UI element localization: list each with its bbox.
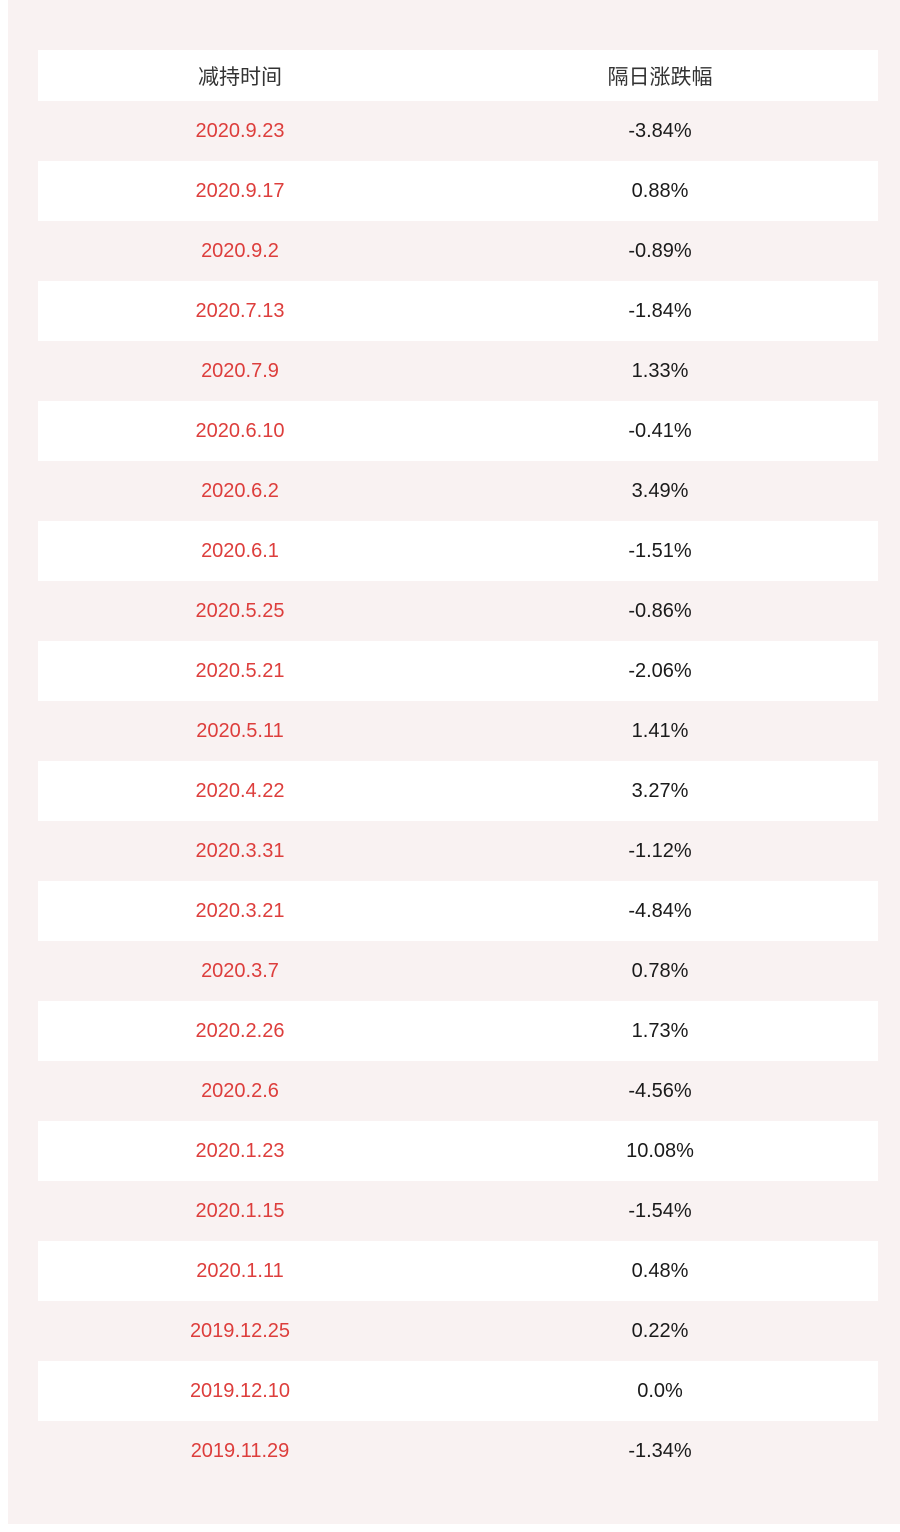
- table-row: 2020.6.10 -0.41%: [38, 401, 878, 461]
- change-cell: 0.88%: [631, 179, 689, 202]
- date-cell: 2020.3.21: [195, 899, 285, 922]
- header-reduction-date: 减持时间: [198, 65, 282, 89]
- date-cell: 2020.9.17: [195, 179, 285, 202]
- change-cell: -4.84%: [628, 899, 692, 922]
- date-cell: 2020.9.23: [195, 119, 285, 142]
- change-cell: 10.08%: [626, 1139, 694, 1162]
- date-cell: 2020.1.15: [195, 1199, 285, 1222]
- article-panel: 减持时间 隔日涨跌幅 2020.9.23 -3.84% 2020.9.17 0.…: [8, 0, 900, 1524]
- change-cell: -3.84%: [628, 119, 692, 142]
- change-cell: -1.84%: [628, 299, 692, 322]
- table-row: 2020.2.6 -4.56%: [38, 1061, 878, 1121]
- date-cell: 2019.12.25: [189, 1319, 291, 1342]
- date-cell: 2020.6.1: [201, 539, 279, 562]
- table-row: 2020.6.1 -1.51%: [38, 521, 878, 581]
- change-cell: -1.12%: [628, 839, 692, 862]
- date-cell: 2020.4.22: [195, 779, 285, 802]
- table-body: 2020.9.23 -3.84% 2020.9.17 0.88% 2020.9.…: [38, 101, 878, 1481]
- date-cell: 2020.2.6: [201, 1079, 279, 1102]
- date-cell: 2020.1.11: [196, 1259, 284, 1282]
- date-cell: 2019.12.10: [189, 1379, 291, 1402]
- change-cell: -1.34%: [628, 1439, 692, 1462]
- table-row: 2020.3.7 0.78%: [38, 941, 878, 1001]
- header-next-day-change: 隔日涨跌幅: [607, 65, 713, 89]
- change-cell: 0.78%: [631, 959, 689, 982]
- date-cell: 2019.11.29: [190, 1439, 290, 1462]
- table-row: 2020.6.2 3.49%: [38, 461, 878, 521]
- table-row: 2020.9.2 -0.89%: [38, 221, 878, 281]
- table-row: 2020.2.26 1.73%: [38, 1001, 878, 1061]
- table-row: 2020.7.13 -1.84%: [38, 281, 878, 341]
- date-cell: 2020.2.26: [195, 1019, 285, 1042]
- table-row: 2020.3.21 -4.84%: [38, 881, 878, 941]
- table-row: 2020.5.11 1.41%: [38, 701, 878, 761]
- table-row: 2019.12.10 0.0%: [38, 1361, 878, 1421]
- change-cell: 0.22%: [631, 1319, 689, 1342]
- change-cell: 3.49%: [631, 479, 689, 502]
- date-cell: 2020.6.10: [195, 419, 285, 442]
- date-cell: 2020.5.11: [196, 719, 284, 742]
- change-cell: -1.54%: [628, 1199, 692, 1222]
- table-header-row: 减持时间 隔日涨跌幅: [38, 50, 878, 101]
- reduction-change-table: 减持时间 隔日涨跌幅 2020.9.23 -3.84% 2020.9.17 0.…: [38, 50, 878, 1481]
- date-cell: 2020.9.2: [201, 239, 279, 262]
- table-row: 2020.1.11 0.48%: [38, 1241, 878, 1301]
- table-row: 2020.3.31 -1.12%: [38, 821, 878, 881]
- table-row: 2019.11.29 -1.34%: [38, 1421, 878, 1481]
- date-cell: 2020.5.21: [195, 659, 285, 682]
- change-cell: 1.73%: [631, 1019, 689, 1042]
- table-row: 2020.4.22 3.27%: [38, 761, 878, 821]
- date-cell: 2020.7.13: [195, 299, 285, 322]
- date-cell: 2020.5.25: [195, 599, 285, 622]
- table-row: 2020.9.17 0.88%: [38, 161, 878, 221]
- change-cell: 1.33%: [631, 359, 689, 382]
- date-cell: 2020.3.31: [195, 839, 285, 862]
- table-row: 2019.12.25 0.22%: [38, 1301, 878, 1361]
- change-cell: -0.89%: [628, 239, 692, 262]
- table-row: 2020.5.21 -2.06%: [38, 641, 878, 701]
- date-cell: 2020.3.7: [201, 959, 279, 982]
- change-cell: -1.51%: [628, 539, 692, 562]
- change-cell: 3.27%: [631, 779, 689, 802]
- date-cell: 2020.6.2: [201, 479, 279, 502]
- date-cell: 2020.7.9: [201, 359, 279, 382]
- change-cell: -0.86%: [628, 599, 692, 622]
- change-cell: -0.41%: [628, 419, 692, 442]
- change-cell: 0.48%: [631, 1259, 689, 1282]
- date-cell: 2020.1.23: [195, 1139, 285, 1162]
- table-row: 2020.9.23 -3.84%: [38, 101, 878, 161]
- table-row: 2020.5.25 -0.86%: [38, 581, 878, 641]
- change-cell: 1.41%: [631, 719, 689, 742]
- table-row: 2020.7.9 1.33%: [38, 341, 878, 401]
- change-cell: -2.06%: [628, 659, 692, 682]
- table-row: 2020.1.23 10.08%: [38, 1121, 878, 1181]
- change-cell: 0.0%: [637, 1379, 683, 1402]
- table-row: 2020.1.15 -1.54%: [38, 1181, 878, 1241]
- change-cell: -4.56%: [628, 1079, 692, 1102]
